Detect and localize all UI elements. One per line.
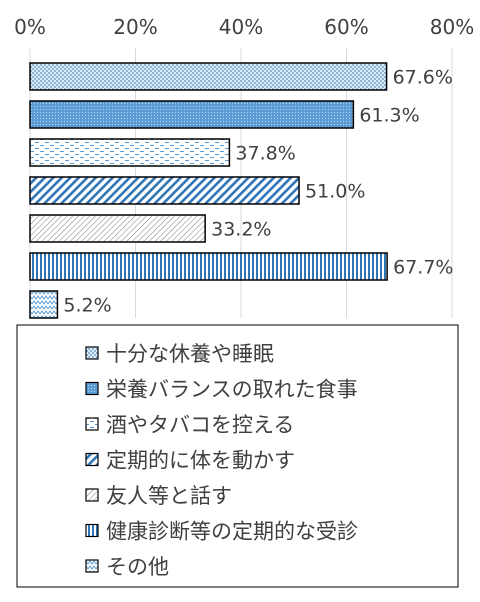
legend-label: 定期的に体を動かす	[106, 449, 295, 473]
x-tick-label: 60%	[324, 15, 368, 39]
value-label: 67.6%	[393, 67, 453, 89]
legend-swatch	[85, 452, 99, 467]
value-label: 61.3%	[359, 105, 419, 127]
x-tick-label: 0%	[14, 15, 46, 39]
bar	[29, 176, 300, 205]
legend: 十分な休養や睡眠栄養バランスの取れた食事酒やタバコを控える定期的に体を動かす友人…	[16, 324, 459, 588]
bar	[29, 214, 206, 243]
bar	[29, 138, 231, 167]
legend-swatch	[85, 488, 99, 502]
bars	[29, 62, 388, 319]
legend-label: 酒やタバコを控える	[106, 413, 294, 437]
legend-swatch	[85, 559, 99, 573]
x-tick-label: 40%	[219, 15, 263, 39]
legend-swatch	[85, 381, 99, 396]
legend-label: 栄養バランスの取れた食事	[106, 378, 358, 402]
legend-label: その他	[106, 555, 169, 579]
legend-swatch	[85, 417, 99, 431]
x-tick-label: 80%	[430, 15, 474, 39]
value-label: 5.2%	[63, 295, 111, 317]
x-axis-ticks: 0% 20% 40% 60% 80%	[14, 15, 474, 39]
value-labels: 67.6% 61.3% 37.8% 51.0% 33.2% 67.7% 5.2%	[63, 67, 453, 317]
bar	[29, 290, 59, 319]
legend-label: 友人等と話す	[106, 484, 232, 508]
value-label: 33.2%	[211, 219, 271, 241]
bar	[29, 62, 388, 91]
value-label: 67.7%	[393, 257, 453, 279]
legend-swatch	[85, 346, 99, 360]
x-tick-label: 20%	[113, 15, 157, 39]
legend-label: 十分な休養や睡眠	[106, 342, 274, 366]
legend-label: 健康診断等の定期的な受診	[106, 520, 358, 544]
value-label: 37.8%	[235, 143, 295, 165]
legend-swatch	[85, 523, 99, 538]
value-label: 51.0%	[305, 181, 365, 203]
bar	[29, 100, 355, 129]
bar	[29, 252, 388, 281]
